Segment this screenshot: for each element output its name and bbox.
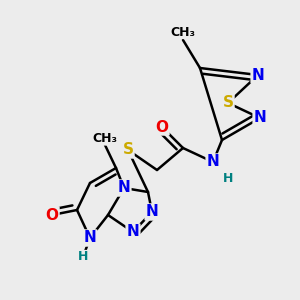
Text: S: S bbox=[122, 142, 134, 158]
Text: N: N bbox=[146, 205, 158, 220]
Text: H: H bbox=[78, 250, 88, 263]
Text: N: N bbox=[252, 68, 264, 82]
Text: N: N bbox=[127, 224, 140, 239]
Text: S: S bbox=[223, 95, 233, 110]
Text: O: O bbox=[155, 119, 169, 134]
Text: CH₃: CH₃ bbox=[170, 26, 196, 38]
Text: N: N bbox=[84, 230, 96, 245]
Text: N: N bbox=[118, 181, 130, 196]
Text: N: N bbox=[254, 110, 266, 125]
Text: N: N bbox=[207, 154, 219, 169]
Text: H: H bbox=[223, 172, 233, 184]
Text: CH₃: CH₃ bbox=[92, 132, 118, 145]
Text: O: O bbox=[46, 208, 59, 223]
